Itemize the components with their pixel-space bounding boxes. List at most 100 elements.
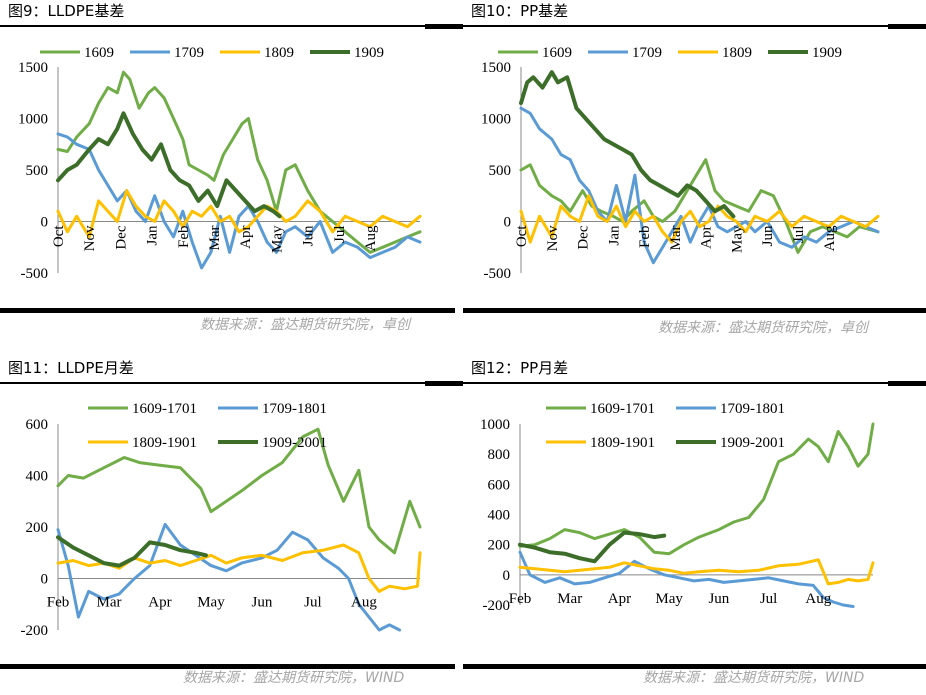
y-tick-label: 1500 bbox=[18, 60, 48, 76]
y-tick-label: 0 bbox=[41, 572, 49, 588]
chart-plot: -500 0 500 1000 1500 Oct Nov Dec Jan Feb Mar Apr May… bbox=[18, 45, 422, 282]
legend-label: 1909-2001 bbox=[262, 435, 327, 451]
y-tick-label: 1000 bbox=[18, 112, 48, 128]
x-tick-label: Jul bbox=[791, 226, 807, 244]
source-note: 数据来源：盛达期货研究院，WIND bbox=[643, 670, 865, 686]
series-line-1909-2001 bbox=[56, 535, 208, 568]
series-line-1909 bbox=[56, 111, 282, 219]
legend-label: 1609-1701 bbox=[132, 401, 197, 417]
series-line-1709 bbox=[519, 106, 880, 265]
chart-plot: -500 0 500 1000 1500 Oct Nov Dec Jan Feb Mar Apr May… bbox=[481, 45, 880, 282]
legend-label: 1909 bbox=[812, 45, 842, 61]
y-tick-label: 1500 bbox=[481, 60, 511, 76]
x-tick-label: Jan bbox=[145, 225, 161, 245]
x-tick-label: Feb bbox=[637, 226, 653, 249]
x-tick-label: Aug bbox=[822, 225, 838, 251]
legend-label: 1609 bbox=[542, 45, 572, 61]
series-line-1709-1801 bbox=[56, 522, 402, 632]
y-tick-label: 800 bbox=[488, 447, 511, 463]
x-tick-label: Jun bbox=[252, 595, 273, 611]
source-note: 数据来源：盛达期货研究院，WIND bbox=[183, 670, 405, 686]
chart-panel-fig11: 图11：LLDPE月差 -200 0 200 400 600 Feb Mar Apr May Ju… bbox=[0, 347, 463, 695]
chart-plot: -200 0 200 400 600 Feb Mar Apr May Jun Jul Aug 1609-… bbox=[21, 401, 422, 639]
series-line-1709-1801 bbox=[518, 550, 855, 608]
series-line-1909 bbox=[519, 70, 736, 219]
series-line-1809-1901 bbox=[518, 558, 875, 586]
x-tick-label: Feb bbox=[509, 591, 532, 607]
x-tick-label: Aug bbox=[805, 591, 831, 607]
legend: 1609 1709 1809 1909 bbox=[40, 45, 384, 61]
x-tick-label: Mar bbox=[668, 226, 684, 251]
y-tick-label: 0 bbox=[504, 215, 512, 231]
x-tick-label: Mar bbox=[557, 591, 582, 607]
x-tick-label: Jul bbox=[332, 226, 348, 244]
source-note: 数据来源：盛达期货研究院，卓创 bbox=[658, 320, 868, 336]
legend-label: 1809 bbox=[722, 45, 752, 61]
title-rule-end bbox=[425, 24, 463, 29]
bottom-rule bbox=[463, 308, 926, 313]
x-tick-label: Jun bbox=[760, 225, 776, 246]
x-tick-label: Jul bbox=[760, 591, 778, 607]
legend-label: 1609 bbox=[84, 45, 114, 61]
y-tick-label: -200 bbox=[483, 598, 511, 614]
x-tick-label: Mar bbox=[96, 595, 121, 611]
legend-label: 1809-1901 bbox=[132, 435, 197, 451]
y-tick-label: 600 bbox=[26, 417, 49, 433]
chart-title: 图11：LLDPE月差 bbox=[8, 359, 134, 377]
title-rule bbox=[0, 25, 425, 27]
chart-plot: -200 0 200 400 600 800 1000 Feb Mar Apr May Jun Jul A… bbox=[480, 401, 875, 614]
legend-label: 1809-1901 bbox=[590, 435, 655, 451]
x-tick-label: Nov bbox=[545, 225, 561, 251]
series-line-1609-1701 bbox=[518, 422, 875, 556]
x-tick-label: Nov bbox=[82, 225, 98, 251]
legend: 1609 1709 1809 1909 bbox=[498, 45, 842, 61]
y-tick-label: 1000 bbox=[481, 112, 511, 128]
legend-label: 1809 bbox=[264, 45, 294, 61]
x-tick-label: Feb bbox=[176, 226, 192, 249]
bottom-rule bbox=[0, 664, 455, 669]
y-tick-label: 400 bbox=[488, 508, 511, 524]
title-rule bbox=[463, 25, 888, 27]
x-tick-label: Aug bbox=[363, 225, 379, 251]
y-tick-label: -500 bbox=[484, 266, 512, 282]
legend-label: 1709 bbox=[174, 45, 204, 61]
y-tick-label: 200 bbox=[488, 538, 511, 554]
y-tick-label: -500 bbox=[21, 266, 49, 282]
y-tick-label: 1000 bbox=[480, 417, 510, 433]
legend-label: 1609-1701 bbox=[590, 401, 655, 417]
legend-label: 1909-2001 bbox=[720, 435, 785, 451]
legend-label: 1709 bbox=[632, 45, 662, 61]
y-tick-label: 500 bbox=[489, 163, 512, 179]
chart-panel-fig12: 图12：PP月差 -200 0 200 400 600 800 1000 Feb Mar Apr M… bbox=[463, 347, 926, 695]
series-line-1909-2001 bbox=[518, 530, 667, 564]
series-line-1809 bbox=[519, 194, 880, 244]
title-rule-end bbox=[888, 24, 926, 29]
legend-label: 1709-1801 bbox=[720, 401, 785, 417]
title-rule-end bbox=[425, 381, 463, 386]
x-tick-label: Aug bbox=[351, 595, 377, 611]
x-tick-label: May bbox=[655, 591, 683, 607]
x-tick-label: May bbox=[269, 225, 285, 253]
series-line-1709 bbox=[56, 132, 422, 270]
x-tick-label: Oct bbox=[514, 225, 530, 247]
legend-label: 1909 bbox=[354, 45, 384, 61]
chart-panel-fig10: 图10：PP基差 -500 0 500 1000 1500 Oct Nov Dec Jan Feb… bbox=[463, 0, 926, 348]
x-tick-label: Jan bbox=[606, 225, 622, 245]
x-tick-label: May bbox=[197, 595, 225, 611]
chart-title: 图12：PP月差 bbox=[471, 359, 569, 377]
y-tick-label: -200 bbox=[21, 623, 49, 639]
title-rule-end bbox=[888, 381, 926, 386]
x-tick-label: Feb bbox=[47, 595, 70, 611]
title-rule bbox=[463, 382, 888, 384]
bottom-rule bbox=[0, 308, 455, 313]
title-rule bbox=[0, 382, 425, 384]
y-tick-label: 500 bbox=[26, 163, 49, 179]
x-tick-label: Apr bbox=[148, 595, 171, 611]
x-tick-label: Mar bbox=[207, 226, 223, 251]
x-tick-label: Apr bbox=[608, 591, 631, 607]
chart-title: 图10：PP基差 bbox=[471, 2, 569, 20]
y-tick-label: 400 bbox=[26, 469, 49, 485]
x-tick-label: Apr bbox=[699, 225, 715, 248]
x-tick-label: Jun bbox=[301, 225, 317, 246]
legend-label: 1709-1801 bbox=[262, 401, 327, 417]
